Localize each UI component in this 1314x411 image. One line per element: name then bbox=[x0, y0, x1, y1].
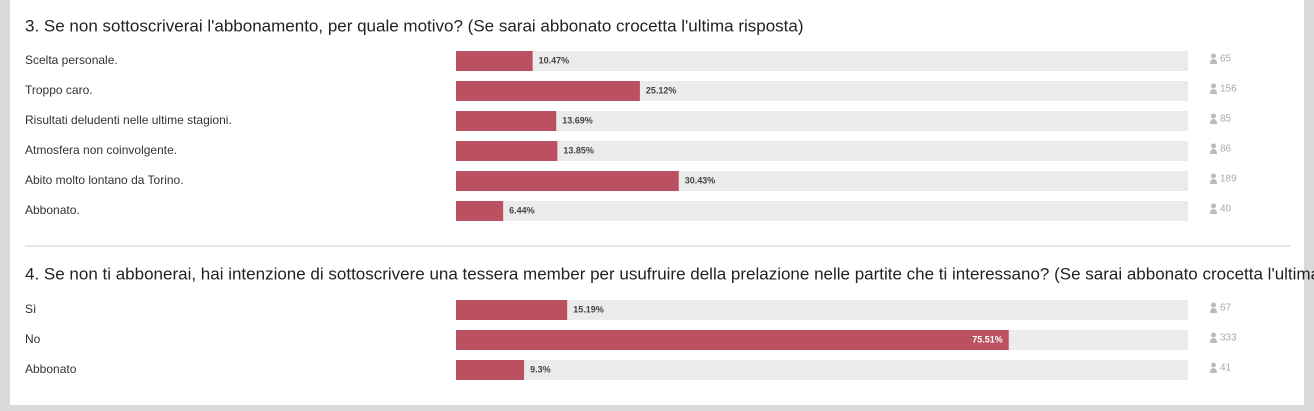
bar bbox=[456, 300, 568, 320]
vote-count: 333 bbox=[1220, 333, 1237, 344]
option-label: Abito molto lontano da Torino. bbox=[25, 173, 184, 187]
user-icon bbox=[1210, 119, 1217, 124]
vote-count: 86 bbox=[1220, 144, 1232, 155]
bar bbox=[456, 81, 640, 101]
vote-count: 65 bbox=[1220, 54, 1232, 65]
bar bbox=[456, 171, 679, 191]
user-icon bbox=[1211, 53, 1216, 59]
bar bbox=[456, 111, 557, 131]
option-label: Sì bbox=[25, 302, 36, 316]
bar bbox=[456, 360, 525, 380]
option-label: Risultati deludenti nelle ultime stagion… bbox=[25, 113, 232, 127]
vote-count: 41 bbox=[1220, 363, 1232, 374]
option-label: Abbonato. bbox=[25, 203, 80, 217]
vote-count: 156 bbox=[1220, 84, 1237, 95]
value-label: 9.3% bbox=[530, 364, 551, 374]
bar bbox=[456, 201, 504, 221]
value-label: 13.85% bbox=[563, 145, 594, 155]
question-title: 3. Se non sottoscriverai l'abbonamento, … bbox=[25, 16, 804, 35]
option-label: No bbox=[25, 332, 41, 346]
user-icon bbox=[1211, 143, 1216, 149]
bar-track bbox=[456, 141, 1188, 161]
option-label: Atmosfera non coinvolgente. bbox=[25, 143, 177, 157]
vote-count: 67 bbox=[1220, 303, 1232, 314]
value-label: 6.44% bbox=[509, 205, 535, 215]
bar-track bbox=[456, 51, 1188, 71]
value-label: 75.51% bbox=[972, 334, 1003, 344]
value-label: 10.47% bbox=[539, 55, 570, 65]
question-title: 4. Se non ti abbonerai, hai intenzione d… bbox=[25, 264, 1314, 283]
user-icon bbox=[1210, 149, 1217, 154]
user-icon bbox=[1210, 59, 1217, 64]
value-label: 15.19% bbox=[573, 304, 604, 314]
bar-track bbox=[456, 300, 1188, 320]
user-icon bbox=[1210, 338, 1217, 343]
bar-track bbox=[456, 201, 1188, 221]
user-icon bbox=[1210, 209, 1217, 214]
user-icon bbox=[1211, 302, 1216, 308]
user-icon bbox=[1211, 83, 1216, 89]
vote-count: 85 bbox=[1220, 114, 1232, 125]
bar-track bbox=[456, 111, 1188, 131]
bar bbox=[456, 51, 533, 71]
user-icon bbox=[1211, 332, 1216, 338]
value-label: 25.12% bbox=[646, 85, 677, 95]
user-icon bbox=[1211, 113, 1216, 119]
user-icon bbox=[1210, 368, 1217, 373]
value-label: 13.69% bbox=[562, 115, 593, 125]
user-icon bbox=[1211, 362, 1216, 368]
option-label: Troppo caro. bbox=[25, 83, 93, 97]
bar-track bbox=[456, 360, 1188, 380]
user-icon bbox=[1210, 179, 1217, 184]
option-label: Abbonato bbox=[25, 362, 77, 376]
value-label: 30.43% bbox=[685, 175, 716, 185]
user-icon bbox=[1211, 173, 1216, 179]
vote-count: 40 bbox=[1220, 204, 1232, 215]
user-icon bbox=[1210, 89, 1217, 94]
vote-count: 189 bbox=[1220, 174, 1237, 185]
user-icon bbox=[1210, 308, 1217, 313]
user-icon bbox=[1211, 203, 1216, 209]
option-label: Scelta personale. bbox=[25, 53, 118, 67]
bar bbox=[456, 330, 1009, 350]
bar bbox=[456, 141, 558, 161]
